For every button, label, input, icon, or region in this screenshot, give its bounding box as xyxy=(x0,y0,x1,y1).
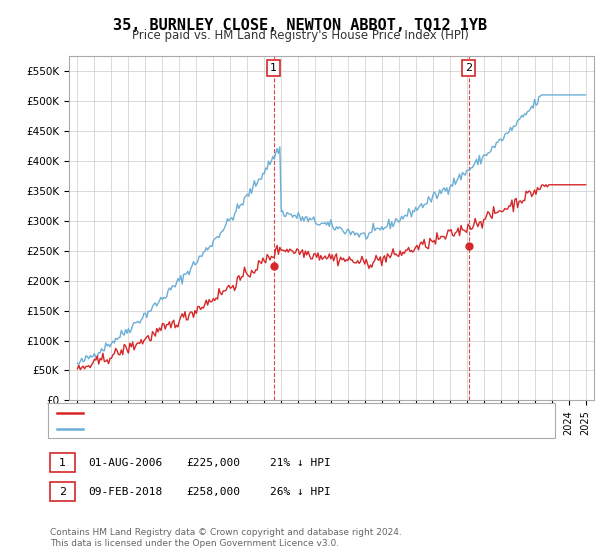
Text: 21% ↓ HPI: 21% ↓ HPI xyxy=(270,458,331,468)
Text: 26% ↓ HPI: 26% ↓ HPI xyxy=(270,487,331,497)
Text: 09-FEB-2018: 09-FEB-2018 xyxy=(88,487,163,497)
Text: 1: 1 xyxy=(270,63,277,73)
Text: Price paid vs. HM Land Registry's House Price Index (HPI): Price paid vs. HM Land Registry's House … xyxy=(131,29,469,42)
Text: 2: 2 xyxy=(59,487,66,497)
Text: 2: 2 xyxy=(465,63,472,73)
Text: 35, BURNLEY CLOSE, NEWTON ABBOT, TQ12 1YB: 35, BURNLEY CLOSE, NEWTON ABBOT, TQ12 1Y… xyxy=(113,18,487,33)
Text: 1: 1 xyxy=(59,458,66,468)
Text: Contains HM Land Registry data © Crown copyright and database right 2024.
This d: Contains HM Land Registry data © Crown c… xyxy=(50,528,401,548)
Text: £225,000: £225,000 xyxy=(186,458,240,468)
Text: £258,000: £258,000 xyxy=(186,487,240,497)
Text: 35, BURNLEY CLOSE, NEWTON ABBOT, TQ12 1YB (detached house): 35, BURNLEY CLOSE, NEWTON ABBOT, TQ12 1Y… xyxy=(90,408,440,418)
Text: HPI: Average price, detached house, Teignbridge: HPI: Average price, detached house, Teig… xyxy=(90,423,344,433)
Text: 01-AUG-2006: 01-AUG-2006 xyxy=(88,458,163,468)
